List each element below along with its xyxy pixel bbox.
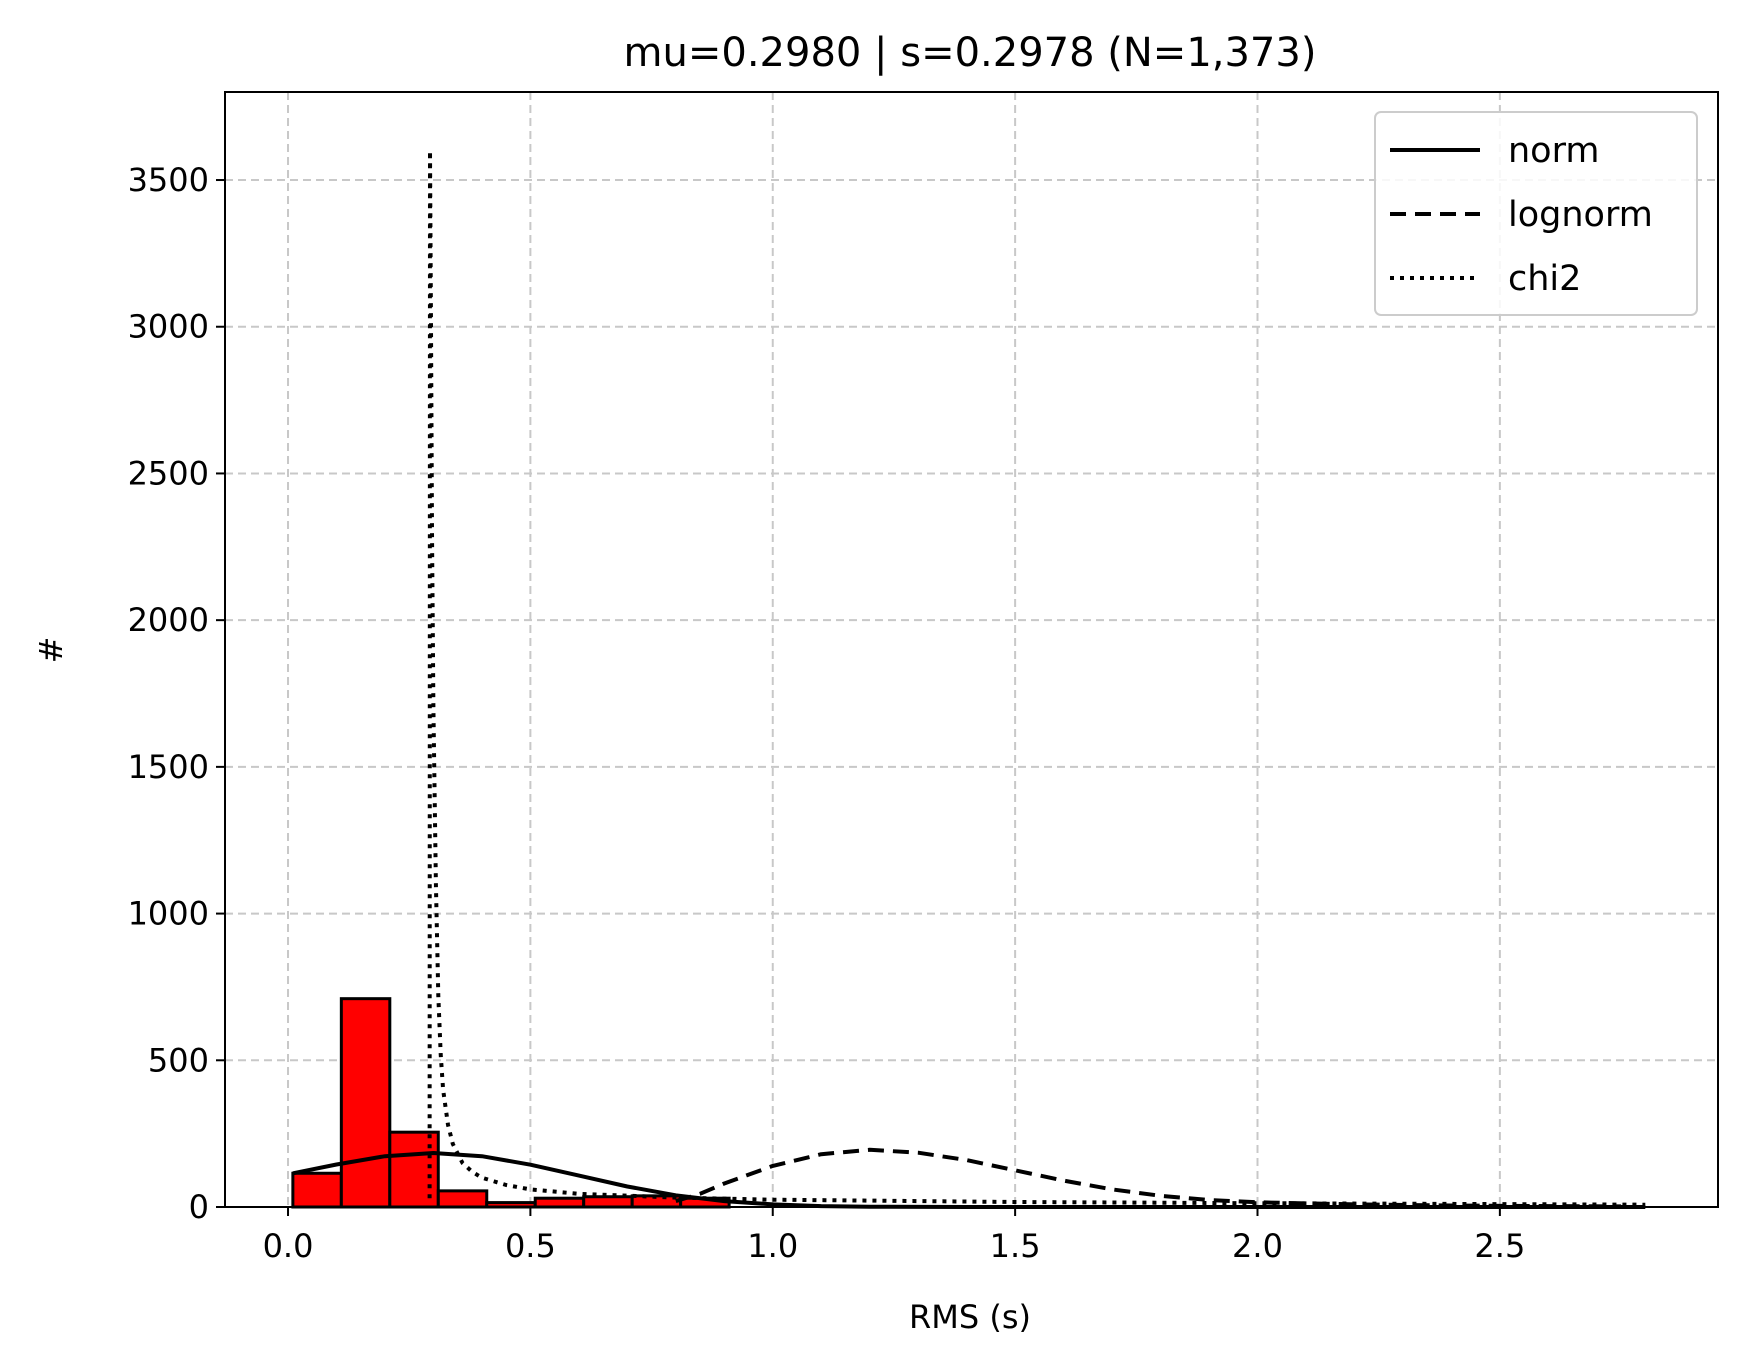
y-tick-label: 500	[148, 1041, 209, 1079]
histogram-bar	[582, 1195, 634, 1209]
y-tick-label: 1000	[128, 895, 209, 933]
x-tick-label: 0.5	[505, 1227, 556, 1265]
legend-label-chi2: chi2	[1508, 259, 1581, 299]
y-tick-label: 2500	[128, 454, 209, 492]
chart-title: mu=0.2980 | s=0.2978 (N=1,373)	[624, 30, 1317, 76]
x-tick-label: 1.5	[990, 1227, 1041, 1265]
histogram-bars	[291, 997, 731, 1209]
legend-label-norm: norm	[1508, 131, 1599, 171]
y-tick-label: 2000	[128, 601, 209, 639]
y-tick-label: 0	[189, 1188, 209, 1226]
x-tick-label: 1.0	[747, 1227, 798, 1265]
x-tick-label: 0.0	[263, 1227, 314, 1265]
lognorm-curve	[675, 1147, 1622, 1209]
y-tick-label: 1500	[128, 748, 209, 786]
legend: norm lognorm chi2	[1374, 111, 1698, 316]
legend-box	[1374, 111, 1698, 316]
histogram-bar	[436, 1189, 489, 1209]
x-axis-label: RMS (s)	[909, 1298, 1031, 1336]
y-tick-label: 3500	[128, 161, 209, 199]
y-axis-label: #	[32, 637, 70, 664]
axis-ticks: 0.0 0.5 1.0 1.5 2.0 2.5 0 500 1000 1500 2000 2500 30…	[128, 161, 1526, 1265]
plot-frame	[224, 91, 1719, 1208]
legend-label-lognorm: lognorm	[1508, 195, 1653, 235]
histogram-bar	[339, 997, 392, 1209]
histogram-bar	[291, 1171, 343, 1209]
x-tick-label: 2.0	[1232, 1227, 1283, 1265]
x-tick-label: 2.5	[1474, 1227, 1525, 1265]
y-tick-label: 3000	[128, 308, 209, 346]
chi2-curve	[427, 148, 1646, 1207]
histogram-bar	[533, 1196, 586, 1209]
